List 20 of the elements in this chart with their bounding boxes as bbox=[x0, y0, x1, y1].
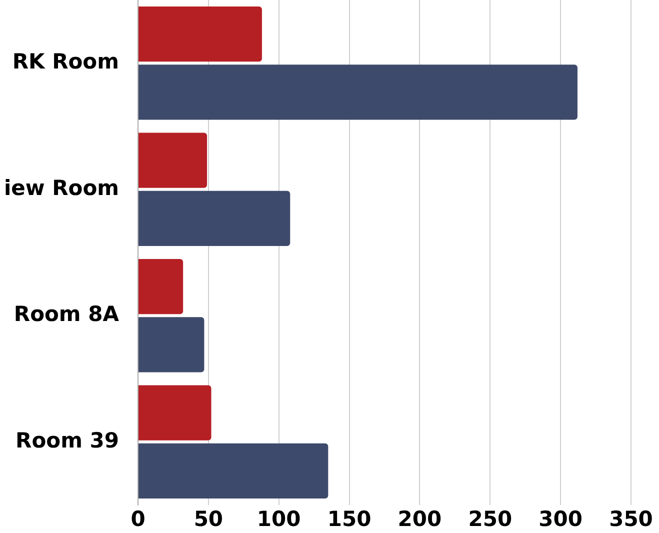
y-tick-label: iew Room bbox=[4, 176, 119, 200]
x-tick-label: 200 bbox=[398, 507, 442, 532]
x-tick-label: 250 bbox=[468, 507, 512, 532]
bar bbox=[138, 6, 262, 62]
bar bbox=[138, 190, 290, 246]
x-tick-label: 300 bbox=[538, 507, 582, 532]
bar bbox=[138, 132, 208, 188]
x-tick-label: 150 bbox=[327, 507, 372, 532]
bar bbox=[138, 259, 184, 314]
bar bbox=[138, 317, 204, 372]
bar bbox=[138, 385, 212, 440]
y-tick-label: Room 8A bbox=[14, 302, 120, 326]
x-tick-label: 0 bbox=[130, 507, 146, 532]
x-tick-label: 50 bbox=[194, 507, 224, 532]
x-tick-label: 350 bbox=[609, 507, 653, 532]
x-tick-label: 100 bbox=[256, 507, 301, 532]
y-tick-label: RK Room bbox=[12, 50, 119, 74]
bar bbox=[138, 64, 578, 120]
y-tick-label: Room 39 bbox=[16, 428, 119, 452]
bar bbox=[138, 443, 328, 498]
